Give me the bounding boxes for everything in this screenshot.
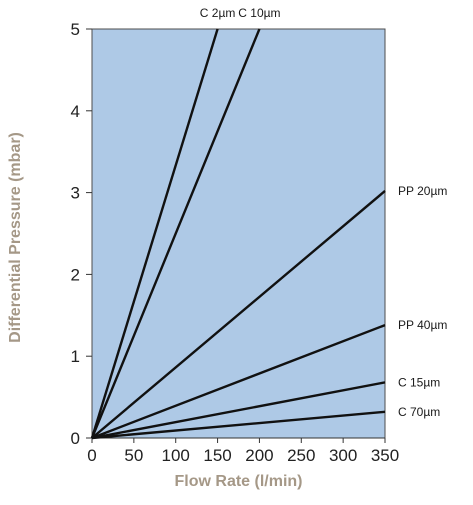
x-tick-label: 250: [287, 446, 315, 465]
series-line-5: [91, 381, 386, 440]
y-axis-title: Differential Pressure (mbar): [7, 132, 24, 343]
x-tick-label: 350: [371, 446, 399, 465]
x-tick-label: 300: [329, 446, 357, 465]
series-label-1: C 2µm: [200, 6, 236, 20]
series-line-3: [91, 190, 386, 439]
series-lines: [90, 28, 386, 440]
x-tick-label: 100: [162, 446, 190, 465]
y-tick-label: 5: [71, 20, 80, 39]
y-tick-label: 0: [71, 429, 80, 448]
plot-area: [91, 28, 386, 439]
series-line-6: [91, 410, 386, 440]
series-label-2: C 10µm: [238, 6, 280, 20]
x-axis-title: Flow Rate (l/min): [175, 473, 303, 490]
series-label-6: C 70µm: [398, 405, 440, 419]
y-tick-label: 3: [71, 184, 80, 203]
series-label-5: C 15µm: [398, 375, 440, 389]
series-line-4: [91, 323, 386, 440]
series-label-4: PP 40µm: [398, 318, 447, 332]
x-tick-label: 200: [245, 446, 273, 465]
x-tick-label: 50: [124, 446, 143, 465]
y-tick-label: 4: [71, 102, 80, 121]
series-labels: C 2µm C 10µm PP 20µm PP 40µm C 15µm C 70µm: [200, 6, 448, 419]
series-line-2: [90, 28, 261, 439]
y-tick-label: 2: [71, 265, 80, 284]
y-tick-label: 1: [71, 347, 80, 366]
series-line-1: [90, 28, 219, 439]
x-tick-label: 0: [87, 446, 96, 465]
x-tick-label: 150: [203, 446, 231, 465]
series-label-3: PP 20µm: [398, 184, 447, 198]
